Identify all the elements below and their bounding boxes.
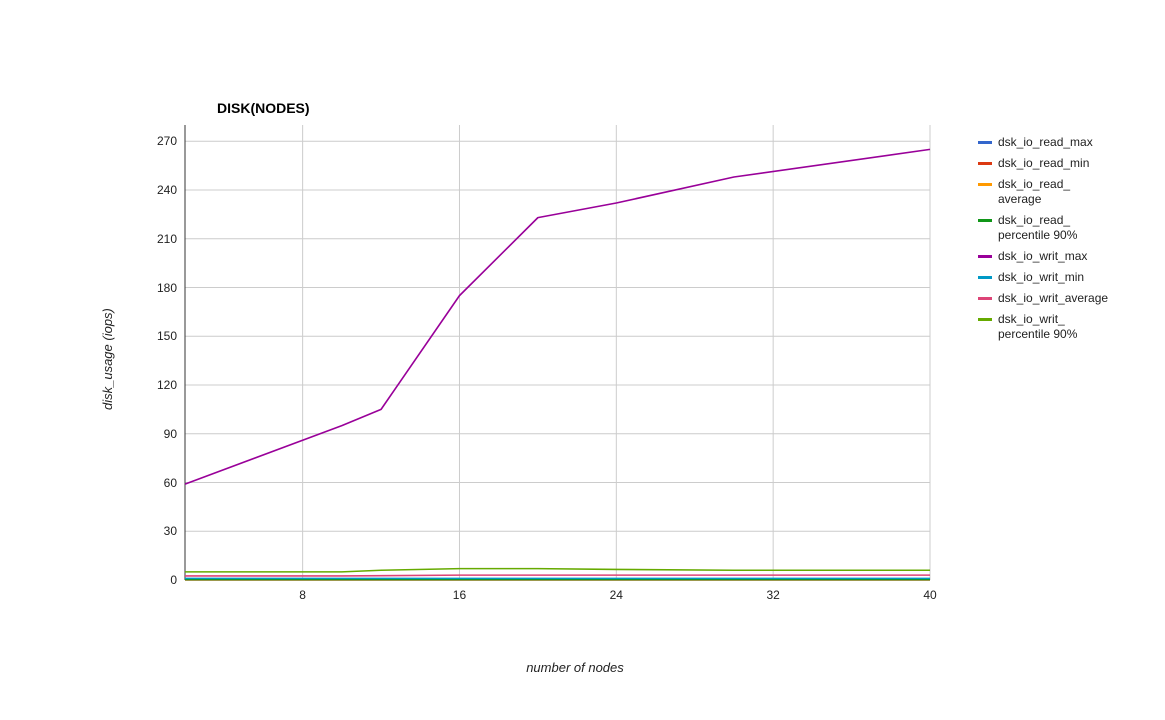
- chart-container: DISK(NODES) disk_usage (iops) number of …: [0, 0, 1165, 720]
- legend-label: dsk_io_read_ average: [998, 177, 1070, 207]
- legend-swatch: [978, 255, 992, 258]
- legend-swatch: [978, 141, 992, 144]
- x-tick-label: 8: [293, 588, 313, 602]
- legend-swatch: [978, 219, 992, 222]
- legend-item[interactable]: dsk_io_read_ percentile 90%: [978, 213, 1108, 243]
- y-tick-label: 240: [157, 183, 177, 197]
- legend-item[interactable]: dsk_io_writ_ percentile 90%: [978, 312, 1108, 342]
- legend-label: dsk_io_writ_max: [998, 249, 1087, 264]
- legend-label: dsk_io_writ_min: [998, 270, 1084, 285]
- y-tick-label: 210: [157, 232, 177, 246]
- x-tick-label: 16: [449, 588, 469, 602]
- y-tick-label: 120: [157, 378, 177, 392]
- y-tick-label: 0: [170, 573, 177, 587]
- legend-label: dsk_io_read_ percentile 90%: [998, 213, 1077, 243]
- legend-label: dsk_io_writ_ percentile 90%: [998, 312, 1077, 342]
- legend-item[interactable]: dsk_io_writ_max: [978, 249, 1108, 264]
- legend: dsk_io_read_max dsk_io_read_min dsk_io_rea…: [978, 135, 1108, 348]
- legend-swatch: [978, 318, 992, 321]
- series-dsk_io_writ_average: [185, 575, 930, 576]
- legend-label: dsk_io_read_max: [998, 135, 1093, 150]
- series-dsk_io_writ_percentile_90: [185, 569, 930, 572]
- legend-swatch: [978, 276, 992, 279]
- y-tick-label: 270: [157, 134, 177, 148]
- legend-item[interactable]: dsk_io_writ_average: [978, 291, 1108, 306]
- y-tick-label: 150: [157, 329, 177, 343]
- legend-label: dsk_io_read_min: [998, 156, 1089, 171]
- legend-swatch: [978, 162, 992, 165]
- x-tick-label: 40: [920, 588, 940, 602]
- x-tick-label: 24: [606, 588, 626, 602]
- legend-item[interactable]: dsk_io_read_max: [978, 135, 1108, 150]
- legend-swatch: [978, 297, 992, 300]
- legend-item[interactable]: dsk_io_read_ average: [978, 177, 1108, 207]
- y-tick-label: 180: [157, 281, 177, 295]
- x-tick-label: 32: [763, 588, 783, 602]
- y-tick-label: 30: [164, 524, 177, 538]
- y-tick-label: 60: [164, 476, 177, 490]
- legend-item[interactable]: dsk_io_writ_min: [978, 270, 1108, 285]
- chart-svg: [0, 0, 1165, 720]
- y-tick-label: 90: [164, 427, 177, 441]
- legend-swatch: [978, 183, 992, 186]
- legend-label: dsk_io_writ_average: [998, 291, 1108, 306]
- legend-item[interactable]: dsk_io_read_min: [978, 156, 1108, 171]
